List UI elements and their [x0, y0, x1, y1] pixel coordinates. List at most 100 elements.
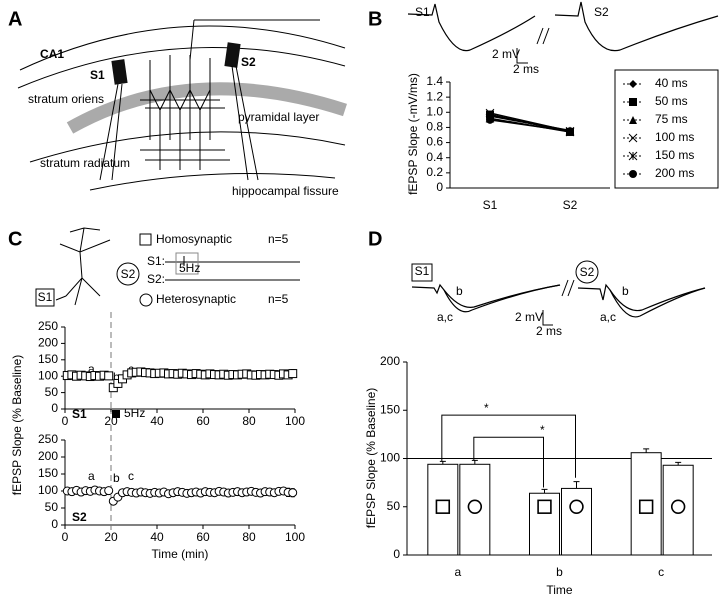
marker	[486, 115, 494, 124]
y-tick-label: 100	[38, 368, 58, 382]
layer-label: pyramidal layer	[238, 110, 319, 124]
scale-label: 2 ms	[513, 62, 539, 76]
layer-label: hippocampal fissure	[232, 184, 339, 198]
trace-label: S1	[415, 264, 430, 278]
y-tick-label: 100	[38, 483, 58, 497]
y-axis-label: fEPSP Slope (% Baseline)	[364, 388, 378, 529]
diagram-a	[17, 19, 347, 191]
scale-label: 2 ms	[536, 324, 562, 338]
panel-label: A	[8, 8, 22, 30]
legend-label: n=5	[268, 232, 289, 246]
panel-label: D	[368, 228, 382, 250]
error-bar	[541, 488, 548, 494]
layer-label: stratum oriens	[28, 92, 104, 106]
legend-label: 75 ms	[655, 112, 688, 126]
legend-label: n=5	[268, 292, 289, 306]
marker	[537, 499, 552, 514]
legend-label: Homosynaptic	[156, 232, 232, 246]
y-tick-label: 0.2	[426, 165, 443, 179]
y-tick-label: 250	[38, 319, 58, 333]
annotation: b	[113, 370, 120, 384]
trace-label: a,c	[437, 310, 453, 324]
trace-label: S1	[415, 5, 430, 19]
error-bar	[643, 448, 650, 453]
x-tick-label: 80	[242, 530, 256, 544]
x-tick-label: S1	[483, 198, 498, 212]
y-tick-label: 200	[38, 336, 58, 350]
series-line	[489, 112, 571, 132]
legend-box	[614, 69, 719, 189]
scale-label: 2 mV	[515, 310, 543, 324]
stim-marker	[112, 410, 120, 418]
error-bar	[573, 481, 580, 489]
annotation: S2	[72, 510, 87, 524]
annotation: 5Hz	[124, 406, 145, 420]
y-tick-label: 0	[393, 547, 400, 561]
marker	[629, 116, 637, 124]
region-label: CA1	[40, 47, 64, 61]
annotation: S1	[72, 407, 87, 421]
legend-label: 50 ms	[655, 94, 688, 108]
x-axis-label: Time	[546, 583, 573, 595]
x-tick-label: 40	[150, 414, 164, 428]
x-tick-label: 100	[285, 414, 305, 428]
y-tick-label: 1.2	[426, 89, 443, 103]
panel-label: B	[368, 8, 382, 30]
annotation: a	[88, 362, 95, 376]
bar	[561, 487, 592, 556]
legend-label: S1:	[147, 254, 165, 268]
y-axis-label: fEPSP Slope (-mV/ms)	[406, 73, 420, 195]
x-tick-label: S2	[563, 198, 578, 212]
y-tick-label: 0	[436, 180, 443, 194]
marker	[670, 499, 686, 514]
y-tick-label: 50	[387, 499, 401, 513]
y-tick-label: 1.4	[426, 74, 443, 88]
marker	[638, 499, 654, 514]
trace-label: b	[622, 284, 629, 298]
marker	[288, 369, 298, 379]
marker	[628, 151, 638, 161]
panel-label: C	[8, 228, 22, 250]
x-tick-label: c	[658, 565, 664, 579]
marker	[104, 371, 114, 381]
marker	[628, 133, 638, 143]
legend-label: 150 ms	[655, 148, 694, 162]
annotation: b	[113, 471, 120, 485]
error-bar	[439, 460, 446, 465]
annotation: c	[128, 469, 134, 483]
annotation: *	[484, 401, 489, 415]
marker	[104, 486, 114, 496]
marker	[569, 499, 584, 514]
marker	[113, 378, 123, 388]
error-bar	[471, 459, 478, 465]
trace-label: a,c	[600, 310, 616, 324]
y-tick-label: 0	[51, 401, 58, 415]
x-tick-label: 0	[62, 414, 69, 428]
legend-label: 40 ms	[655, 76, 688, 90]
y-tick-label: 0.4	[426, 150, 443, 164]
trace-label: b	[456, 284, 463, 298]
marker	[566, 127, 574, 136]
y-tick-label: 0	[51, 517, 58, 531]
legend-label: 100 ms	[655, 130, 694, 144]
significance-bracket	[473, 436, 544, 488]
y-tick-label: 200	[38, 449, 58, 463]
y-tick-label: 150	[38, 352, 58, 366]
x-tick-label: 100	[285, 530, 305, 544]
series-line	[489, 119, 571, 132]
marker	[435, 499, 451, 514]
marker	[629, 80, 637, 88]
marker	[467, 499, 483, 514]
neuron-label: S2	[121, 267, 136, 281]
y-axis-label: fEPSP Slope (% Baseline)	[10, 355, 24, 496]
layer-label: stratum radiatum	[40, 156, 130, 170]
trace-label: S2	[594, 5, 609, 19]
x-tick-label: 60	[196, 530, 210, 544]
x-axis-label: Time (min)	[152, 547, 209, 561]
x-tick-label: 40	[150, 530, 164, 544]
legend-label: S2:	[147, 272, 165, 286]
trace-label: S2	[580, 265, 595, 279]
marker	[629, 98, 637, 106]
marker	[629, 170, 637, 178]
